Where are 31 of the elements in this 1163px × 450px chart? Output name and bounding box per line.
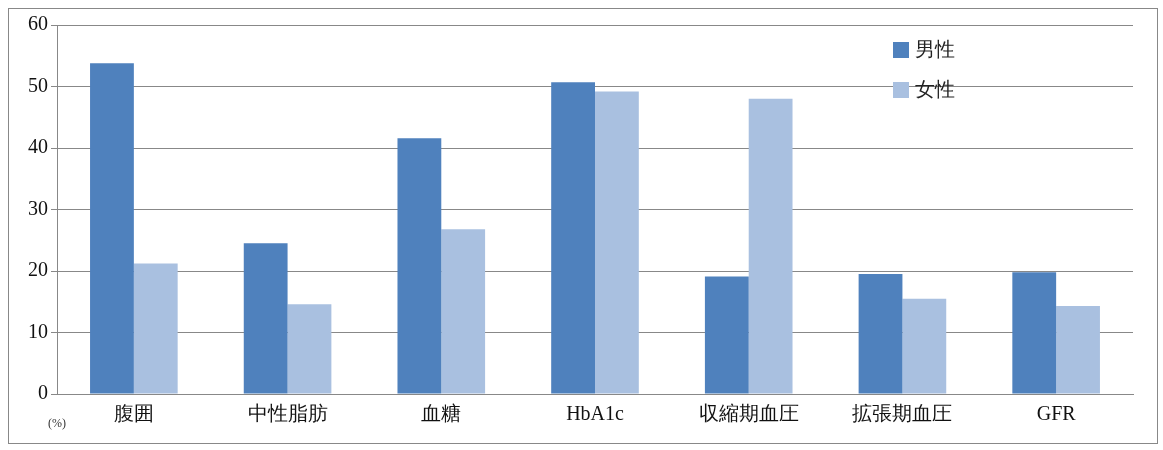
bar xyxy=(858,274,903,394)
y-tick-label: 20 xyxy=(28,258,48,281)
y-tick-label: 0 xyxy=(38,381,48,404)
bar xyxy=(1056,306,1100,394)
bar xyxy=(397,138,442,394)
bar xyxy=(133,263,178,394)
y-tick-label: 10 xyxy=(28,319,48,342)
x-tick-label: 拡張期血圧 xyxy=(852,402,953,425)
bar xyxy=(287,304,332,394)
y-tick-label: 60 xyxy=(28,12,48,35)
legend-label: 女性 xyxy=(915,78,955,101)
bar xyxy=(748,98,793,394)
x-tick-label: 収縮期血圧 xyxy=(698,402,799,425)
y-tick-label: 40 xyxy=(28,135,48,158)
bar xyxy=(90,63,134,394)
y-tick-label: 50 xyxy=(28,73,48,96)
x-tick-label: GFR xyxy=(1036,402,1077,425)
y-tick-label: 30 xyxy=(28,196,48,219)
bar xyxy=(902,298,947,394)
bar xyxy=(441,229,486,394)
x-tick-label: 血糖 xyxy=(421,402,462,425)
bar xyxy=(551,82,595,394)
bar xyxy=(243,243,288,394)
bar xyxy=(1012,272,1057,394)
bar xyxy=(595,91,639,394)
x-tick-label: HbA1c xyxy=(566,402,624,425)
x-tick-label: 腹囲 xyxy=(113,402,154,425)
bar xyxy=(704,276,749,394)
text: (%) xyxy=(48,416,66,431)
x-tick-label: 中性脂肪 xyxy=(247,402,328,425)
legend-label: 男性 xyxy=(915,38,955,61)
